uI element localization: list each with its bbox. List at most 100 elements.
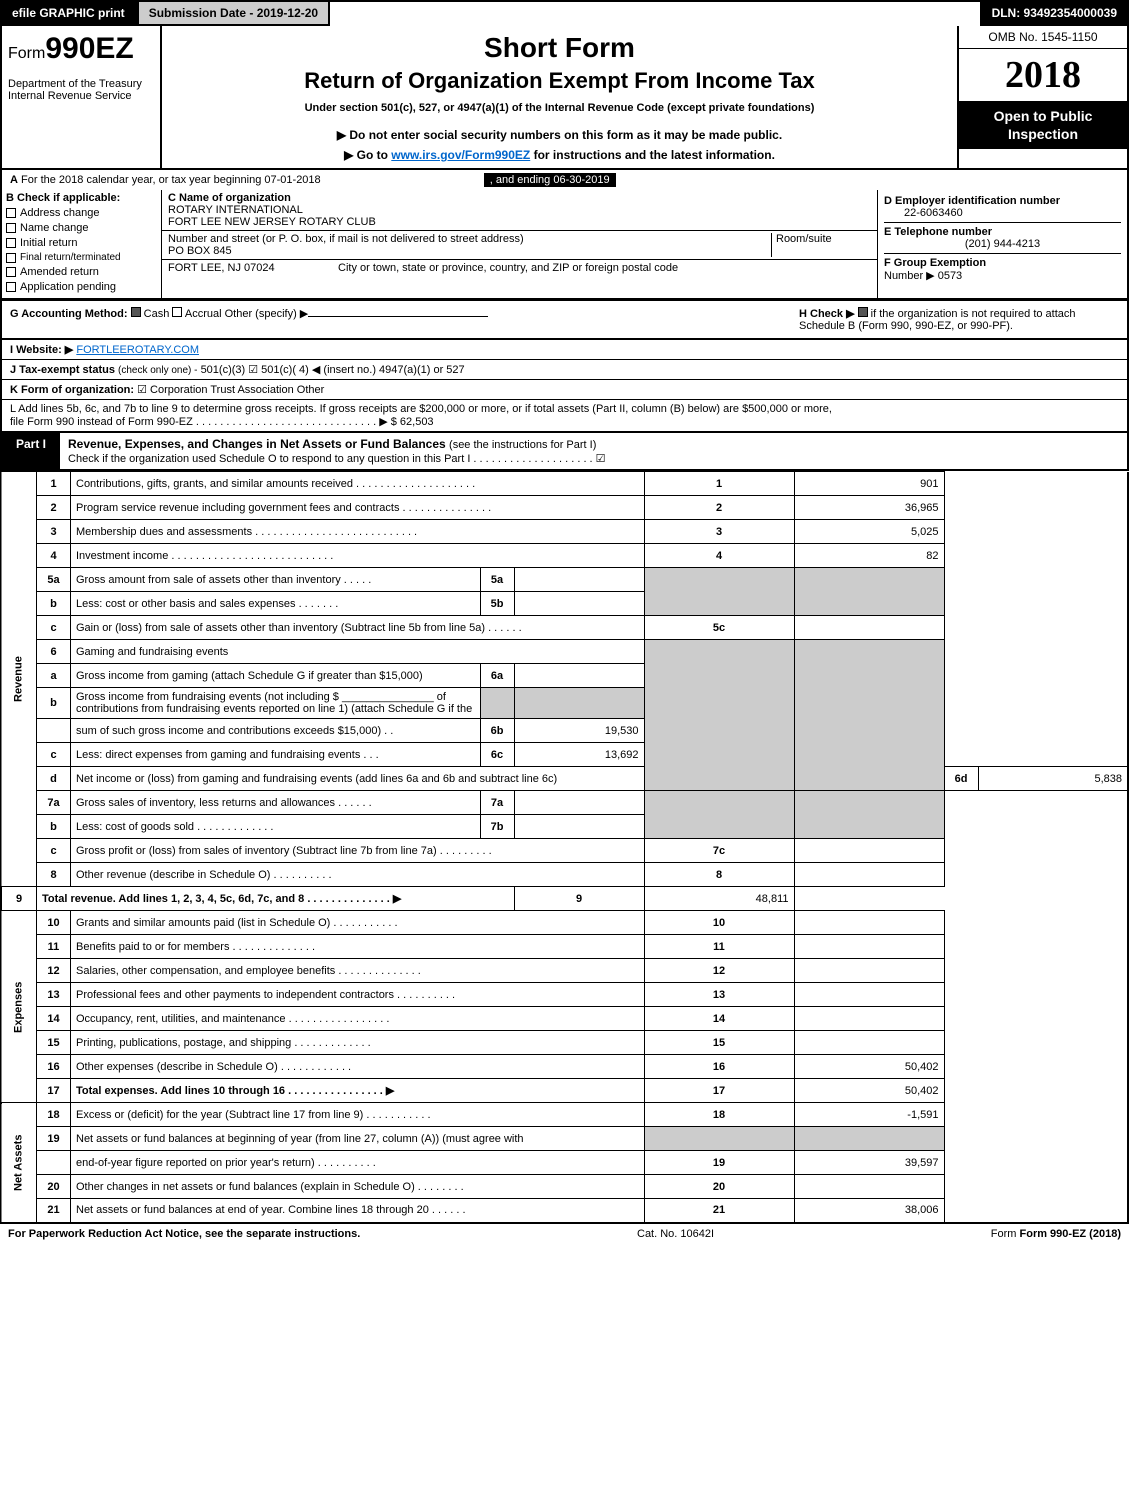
footer: For Paperwork Reduction Act Notice, see … [0, 1224, 1129, 1244]
check-final-return[interactable]: Final return/terminated [6, 252, 157, 263]
line-no: 15 [37, 1031, 71, 1055]
line-desc: Net income or (loss) from gaming and fun… [71, 767, 645, 791]
shade-cell [794, 640, 944, 791]
shade-cell [794, 1127, 944, 1151]
table-row: sum of such gross income and contributio… [1, 719, 1128, 743]
f-val: 0573 [938, 270, 962, 282]
open-to-public: Open to Public Inspection [959, 101, 1127, 149]
goto-note: ▶ Go to www.irs.gov/Form990EZ for instru… [172, 148, 947, 162]
line-no: 5a [37, 568, 71, 592]
right-no: 6d [944, 767, 978, 791]
right-val [794, 911, 944, 935]
i-label: I Website: ▶ [10, 344, 73, 356]
check-label: Name change [20, 222, 89, 234]
line-desc: Other changes in net assets or fund bala… [71, 1175, 645, 1199]
check-initial-return[interactable]: Initial return [6, 237, 157, 249]
check-label: Address change [20, 207, 100, 219]
line-desc: Contributions, gifts, grants, and simila… [71, 472, 645, 496]
check-address-change[interactable]: Address change [6, 207, 157, 219]
mid-no: 6b [480, 719, 514, 743]
line-no: 20 [37, 1175, 71, 1199]
e-phone: E Telephone number (201) 944-4213 [884, 223, 1121, 254]
table-row: a Gross income from gaming (attach Sched… [1, 664, 1128, 688]
line-desc: Excess or (deficit) for the year (Subtra… [71, 1103, 645, 1127]
l-text1: L Add lines 5b, 6c, and 7b to line 9 to … [10, 403, 1119, 415]
b-label: B [6, 192, 14, 204]
k-opts: ☑ Corporation Trust Association Other [137, 384, 324, 396]
checkbox-icon [172, 307, 182, 317]
line-no: b [37, 815, 71, 839]
line-desc: Benefits paid to or for members . . . . … [71, 935, 645, 959]
line-desc: Gross profit or (loss) from sales of inv… [71, 839, 645, 863]
submission-date-button[interactable]: Submission Date - 2019-12-20 [137, 0, 330, 26]
top-bar: efile GRAPHIC print Submission Date - 20… [0, 0, 1129, 26]
d-val: 22-6063460 [884, 207, 963, 219]
goto-post: for instructions and the latest informat… [530, 148, 775, 162]
line-desc: Net assets or fund balances at beginning… [71, 1127, 645, 1151]
b-text: Check if applicable: [17, 192, 120, 204]
right-no: 21 [644, 1199, 794, 1223]
right-no: 15 [644, 1031, 794, 1055]
e-val: (201) 944-4213 [884, 238, 1121, 250]
check-application-pending[interactable]: Application pending [6, 281, 157, 293]
right-val: 82 [794, 544, 944, 568]
line-17-bold: Total expenses. Add lines 10 through 16 … [76, 1085, 394, 1097]
line-desc: Grants and similar amounts paid (list in… [71, 911, 645, 935]
goto-link[interactable]: www.irs.gov/Form990EZ [391, 148, 530, 162]
g-other: Other (specify) ▶ [225, 308, 309, 320]
line-desc: Gross sales of inventory, less returns a… [71, 791, 481, 815]
website-link[interactable]: FORTLEEROTARY.COM [76, 344, 199, 356]
table-row: 4 Investment income . . . . . . . . . . … [1, 544, 1128, 568]
table-row: 15 Printing, publications, postage, and … [1, 1031, 1128, 1055]
table-row: b Less: cost or other basis and sales ex… [1, 592, 1128, 616]
check-amended-return[interactable]: Amended return [6, 266, 157, 278]
c-city: FORT LEE, NJ 07024 [168, 262, 275, 274]
part1-title: Revenue, Expenses, and Changes in Net As… [60, 433, 1127, 469]
l-row: L Add lines 5b, 6c, and 7b to line 9 to … [0, 399, 1129, 433]
j-label: J Tax-exempt status [10, 364, 115, 376]
right-val: 50,402 [794, 1079, 944, 1103]
line-desc: Less: cost of goods sold . . . . . . . .… [71, 815, 481, 839]
line-no: 13 [37, 983, 71, 1007]
checkbox-icon [6, 223, 16, 233]
c-addr-label: Number and street (or P. O. box, if mail… [168, 233, 524, 245]
mid-no: 5a [480, 568, 514, 592]
line-9-bold: Total revenue. Add lines 1, 2, 3, 4, 5c,… [42, 893, 401, 905]
mid-val: 13,692 [514, 743, 644, 767]
table-row: 5a Gross amount from sale of assets othe… [1, 568, 1128, 592]
dept-treasury: Department of the Treasury [8, 66, 154, 90]
line-no: 11 [37, 935, 71, 959]
efile-print-button[interactable]: efile GRAPHIC print [0, 0, 137, 26]
right-no: 16 [644, 1055, 794, 1079]
e-label: E Telephone number [884, 226, 992, 238]
checkbox-icon [6, 253, 16, 263]
k-label: K Form of organization: [10, 384, 134, 396]
line-no: 3 [37, 520, 71, 544]
under-section: Under section 501(c), 527, or 4947(a)(1)… [172, 102, 947, 114]
line-desc: Membership dues and assessments . . . . … [71, 520, 645, 544]
table-row: 7a Gross sales of inventory, less return… [1, 791, 1128, 815]
check-name-change[interactable]: Name change [6, 222, 157, 234]
form-number: 990EZ [45, 32, 133, 65]
a-label: A [10, 174, 18, 186]
footer-right-bold: Form 990-EZ (2018) [1020, 1228, 1121, 1240]
line-no: 6 [37, 640, 71, 664]
table-row: 8 Other revenue (describe in Schedule O)… [1, 863, 1128, 887]
donot-note: ▶ Do not enter social security numbers o… [172, 128, 947, 142]
table-row: Revenue 1 Contributions, gifts, grants, … [1, 472, 1128, 496]
g-label: G Accounting Method: [10, 308, 128, 320]
table-row: 20 Other changes in net assets or fund b… [1, 1175, 1128, 1199]
table-row: 19 Net assets or fund balances at beginn… [1, 1127, 1128, 1151]
line-no: 14 [37, 1007, 71, 1031]
c-name2: FORT LEE NEW JERSEY ROTARY CLUB [168, 216, 376, 228]
table-row: 2 Program service revenue including gove… [1, 496, 1128, 520]
header-right: OMB No. 1545-1150 2018 Open to Public In… [957, 26, 1127, 168]
table-row: c Less: direct expenses from gaming and … [1, 743, 1128, 767]
checkbox-icon [6, 208, 16, 218]
c-city-row: FORT LEE, NJ 07024 City or town, state o… [162, 260, 877, 276]
line-no: 10 [37, 911, 71, 935]
part1-title-main: Revenue, Expenses, and Changes in Net As… [68, 437, 449, 451]
expenses-vlabel: Expenses [1, 911, 37, 1103]
mid-val [514, 791, 644, 815]
line-desc: Gross income from fundraising events (no… [71, 688, 481, 719]
